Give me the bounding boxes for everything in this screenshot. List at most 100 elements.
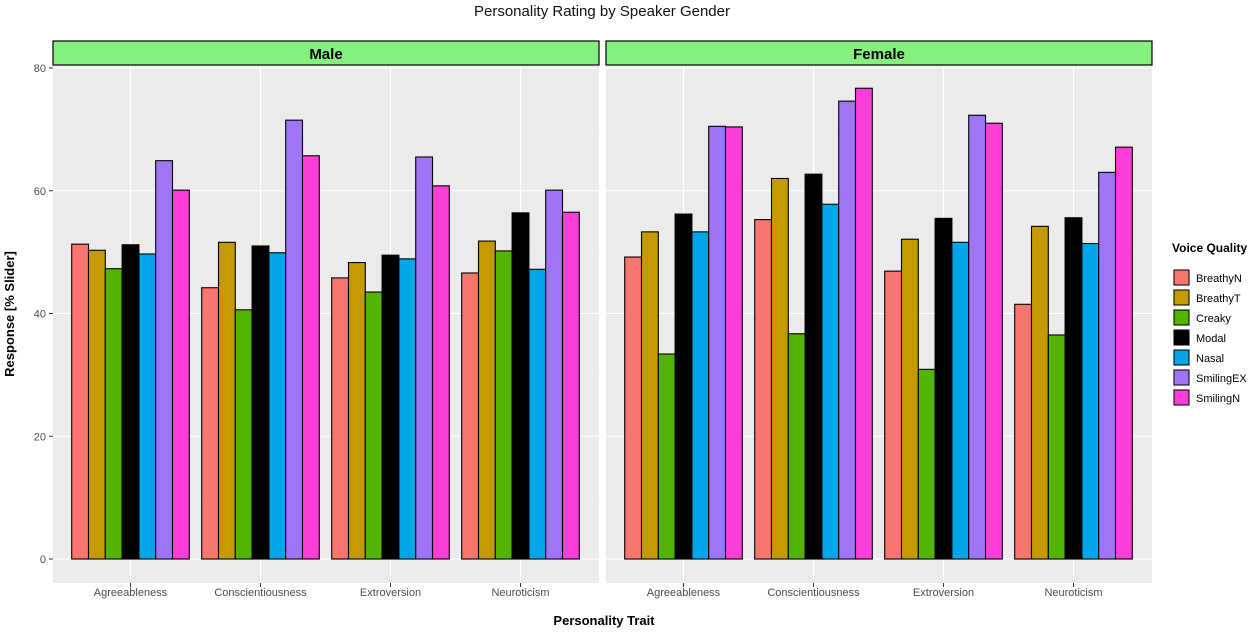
bar-male-conscientiousness-smilingex <box>285 119 304 560</box>
legend-label: BreathyN <box>1196 273 1242 285</box>
bar-female-agreeableness-nasal <box>691 231 710 560</box>
bar-male-conscientiousness-nasal <box>268 252 287 560</box>
bar-male-conscientiousness-modal <box>251 245 270 560</box>
legend-item-creaky: Creaky <box>1173 309 1231 326</box>
bar-female-agreeableness-breathyt <box>640 231 659 560</box>
bar-male-conscientiousness-creaky <box>234 309 253 560</box>
bar-male-neuroticism-creaky <box>494 250 513 560</box>
bar-female-neuroticism-creaky <box>1047 334 1066 560</box>
facet-strip-label: Male <box>309 46 342 63</box>
bar-female-conscientiousness-modal <box>804 173 823 560</box>
legend-swatch <box>1173 309 1190 326</box>
chart-title: Personality Rating by Speaker Gender <box>474 3 730 20</box>
bar-female-agreeableness-smilingn <box>724 126 743 560</box>
bar-male-neuroticism-modal <box>511 212 530 560</box>
legend-label: BreathyT <box>1196 293 1241 305</box>
y-tick-label: 40 <box>34 309 46 321</box>
bar-male-extroversion-breathyn <box>331 277 350 560</box>
legend-title: Voice Quality <box>1172 241 1247 255</box>
panel-female: Female Agreeableness Conscientiousness Extr… <box>605 40 1153 599</box>
bar-female-extroversion-breathyt <box>900 238 919 560</box>
legend-swatch <box>1173 369 1190 386</box>
bar-female-neuroticism-breathyn <box>1014 303 1033 560</box>
x-tick-label: Neuroticism <box>491 587 549 599</box>
bar-female-agreeableness-smilingex <box>708 125 727 560</box>
bar-female-agreeableness-modal <box>674 213 693 560</box>
bar-male-neuroticism-nasal <box>528 268 547 560</box>
bar-female-neuroticism-breathyt <box>1030 225 1049 560</box>
legend-label: Creaky <box>1196 313 1231 325</box>
bar-female-neuroticism-nasal <box>1081 242 1100 560</box>
legend-item-breathyn: BreathyN <box>1173 269 1242 286</box>
bar-female-neuroticism-smilingn <box>1114 146 1133 560</box>
facet-strip-label: Female <box>853 46 905 63</box>
bar-male-conscientiousness-breathyn <box>201 287 220 560</box>
legend-label: SmilingEX <box>1196 373 1247 385</box>
bar-male-conscientiousness-breathyt <box>217 241 236 560</box>
bar-female-neuroticism-modal <box>1064 217 1083 560</box>
bar-male-agreeableness-nasal <box>138 253 157 560</box>
bar-male-conscientiousness-smilingn <box>301 155 320 560</box>
bar-female-agreeableness-breathyn <box>624 256 643 560</box>
bar-male-extroversion-creaky <box>364 291 383 560</box>
legend-item-smilingex: SmilingEX <box>1173 369 1247 386</box>
y-axis: 0 20 40 60 80 <box>34 63 53 566</box>
legend-item-breathyt: BreathyT <box>1173 289 1241 306</box>
legend-swatch <box>1173 349 1190 366</box>
legend-label: SmilingN <box>1196 393 1240 405</box>
x-tick-label: Conscientiousness <box>767 587 860 599</box>
bar-male-agreeableness-creaky <box>104 268 123 560</box>
bar-female-conscientiousness-breathyt <box>770 177 789 560</box>
bar-male-extroversion-smilingn <box>431 185 450 560</box>
y-tick-label: 0 <box>40 554 46 566</box>
x-tick-label: Extroversion <box>913 587 974 599</box>
bar-female-conscientiousness-creaky <box>787 333 806 560</box>
bar-male-agreeableness-smilingex <box>155 160 174 560</box>
bar-female-extroversion-modal <box>934 217 953 560</box>
bar-female-extroversion-smilingn <box>984 122 1003 560</box>
legend-label: Nasal <box>1196 353 1224 365</box>
y-tick-label: 20 <box>34 431 46 443</box>
x-tick-label: Neuroticism <box>1044 587 1102 599</box>
legend-swatch <box>1173 389 1190 406</box>
bar-female-conscientiousness-breathyn <box>754 219 773 560</box>
facet-strip <box>605 40 1153 66</box>
bar-male-extroversion-nasal <box>398 258 417 560</box>
panel-male: Male Agreeableness Conscientiousness Extrov… <box>52 40 600 599</box>
bar-female-agreeableness-creaky <box>657 353 676 560</box>
legend-item-smilingn: SmilingN <box>1173 389 1240 406</box>
y-tick-label: 60 <box>34 186 46 198</box>
y-axis-title: Response [% Slider] <box>2 251 17 377</box>
legend-label: Modal <box>1196 333 1226 345</box>
x-tick-label: Agreeableness <box>94 587 168 599</box>
y-tick-label: 80 <box>34 63 46 75</box>
x-axis-title: Personality Trait <box>553 613 655 628</box>
bar-male-agreeableness-modal <box>121 244 140 560</box>
x-tick-label: Extroversion <box>360 587 421 599</box>
bar-female-neuroticism-smilingex <box>1098 171 1117 560</box>
legend: Voice Quality BreathyN BreathyT Creaky Moda… <box>1172 241 1247 406</box>
legend-swatch <box>1173 329 1190 346</box>
bar-male-agreeableness-breathyn <box>71 243 90 560</box>
legend-swatch <box>1173 289 1190 306</box>
bar-female-extroversion-creaky <box>917 368 936 560</box>
bar-female-conscientiousness-smilingex <box>838 100 857 560</box>
legend-swatch <box>1173 269 1190 286</box>
bar-male-neuroticism-breathyn <box>461 272 480 560</box>
x-tick-label: Agreeableness <box>647 587 721 599</box>
facet-panels: Male Agreeableness Conscientiousness Extrov… <box>52 40 1153 599</box>
bar-male-extroversion-smilingex <box>415 156 434 560</box>
legend-item-nasal: Nasal <box>1173 349 1224 366</box>
bar-female-conscientiousness-nasal <box>821 203 840 560</box>
bar-female-extroversion-smilingex <box>968 114 987 560</box>
bar-male-agreeableness-smilingn <box>171 189 190 560</box>
bar-male-extroversion-modal <box>381 254 400 560</box>
bar-male-agreeableness-breathyt <box>87 249 106 560</box>
legend-item-modal: Modal <box>1173 329 1226 346</box>
facet-strip <box>52 40 600 66</box>
x-tick-label: Conscientiousness <box>214 587 307 599</box>
bar-female-conscientiousness-smilingn <box>854 87 873 560</box>
bar-male-neuroticism-smilingn <box>561 211 580 560</box>
bar-female-extroversion-nasal <box>951 241 970 560</box>
